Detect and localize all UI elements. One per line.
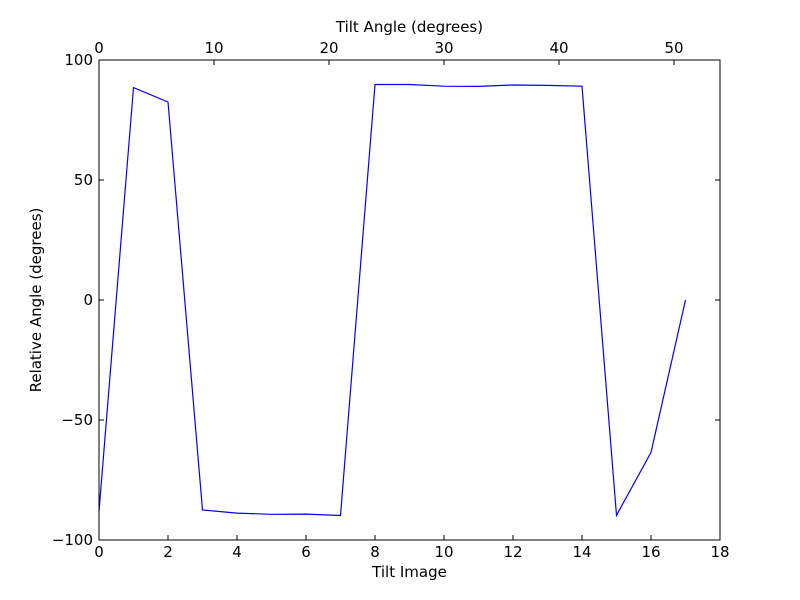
x2-tick-label: 20 [319, 39, 338, 57]
x2-tick-label: 40 [549, 39, 568, 57]
x-tick-label: 18 [710, 543, 729, 561]
x-tick-label: 14 [572, 543, 591, 561]
y-tick-label: 50 [74, 171, 93, 189]
y-tick-label: −100 [52, 531, 93, 549]
x-axis-label: Tilt Image [371, 563, 447, 581]
x2-tick-label: 50 [664, 39, 683, 57]
plot-area-background [99, 60, 720, 540]
x-tick-label: 6 [301, 543, 311, 561]
y-tick-label: 0 [83, 291, 93, 309]
data-series-line [98, 83, 687, 518]
x-tick-label: 0 [94, 543, 104, 561]
top-x-axis-label: Tilt Angle (degrees) [335, 18, 483, 36]
y-axis-label: Relative Angle (degrees) [27, 208, 45, 393]
x-tick-label: 8 [370, 543, 380, 561]
x-tick-label: 10 [434, 543, 453, 561]
plot-frame [98, 59, 721, 541]
x2-tick-label: 0 [94, 39, 104, 57]
x-tick-label: 12 [503, 543, 522, 561]
x2-tick-label: 30 [434, 39, 453, 57]
y-tick-label: 100 [64, 51, 93, 69]
y-tick-label: −50 [61, 411, 93, 429]
x-tick-label: 4 [232, 543, 242, 561]
x2-tick-label: 10 [204, 39, 223, 57]
x-tick-label: 16 [641, 543, 660, 561]
x-tick-label: 2 [163, 543, 173, 561]
tick-labels: 0 2 4 6 8 10 12 14 16 18 0 10 20 30 40 50 −100 −50 0 50 100 [52, 39, 730, 561]
